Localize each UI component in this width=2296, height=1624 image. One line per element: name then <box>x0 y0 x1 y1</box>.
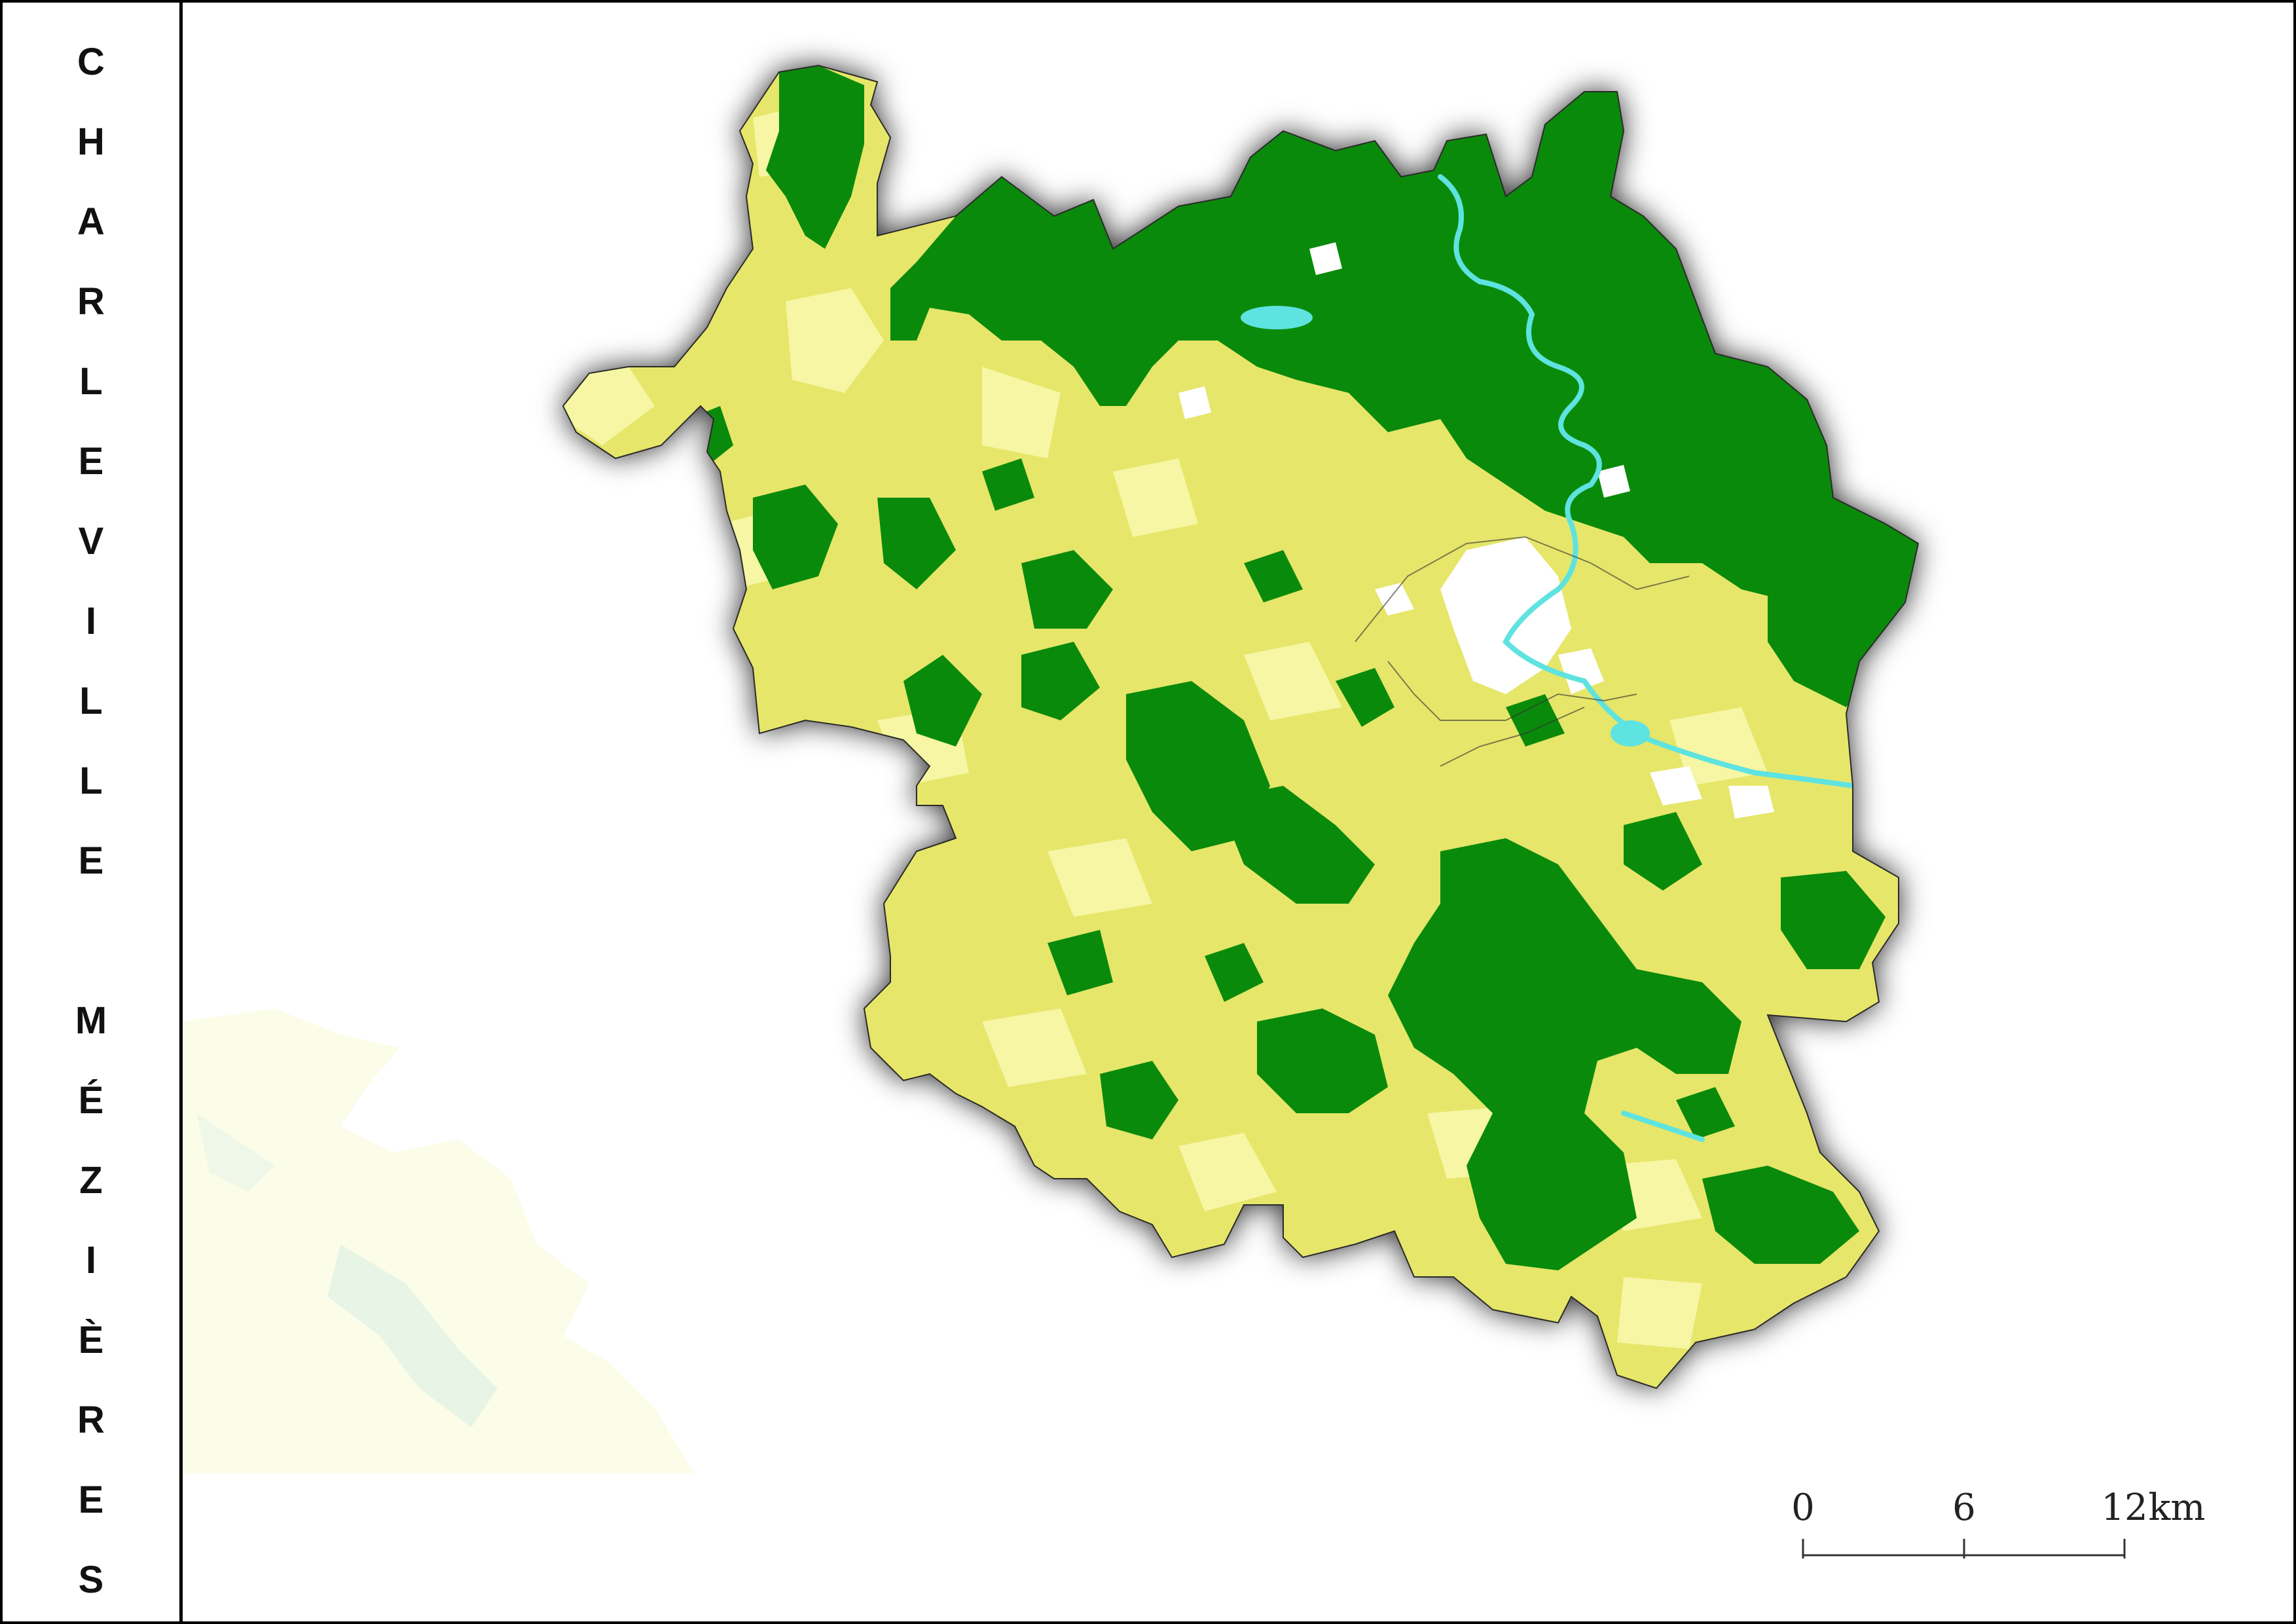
scale-tick-label-12: 12 <box>2101 1486 2148 1529</box>
scale-tick-label-0: 0 <box>1791 1486 1815 1529</box>
title-line1-letter: H <box>77 120 105 163</box>
title-line1-letter: I <box>85 600 97 642</box>
title-line2-letter: I <box>85 1239 97 1282</box>
adjacent-territory-faded <box>183 1008 694 1473</box>
lakes <box>1241 306 1650 747</box>
title-line1-letter: E <box>78 440 104 483</box>
title-line2-letter: Z <box>79 1159 103 1202</box>
title-line2-letter: E <box>78 1479 104 1521</box>
title-line1-letter: R <box>77 280 105 323</box>
urban-areas <box>1178 242 1774 819</box>
commune-boundaries <box>1355 536 1690 767</box>
title-line1-letter: L <box>79 360 103 403</box>
title-line1-letter: L <box>79 680 103 722</box>
land-cover-map <box>183 65 1919 1473</box>
scale-tick-label-6: 6 <box>1952 1486 1976 1529</box>
title-line1-letter: A <box>77 200 105 243</box>
title-line1-letter: L <box>79 760 103 802</box>
title-line2-letter: R <box>77 1399 105 1441</box>
title-line2-letter: S <box>78 1559 104 1601</box>
scale-unit-label: km <box>2148 1486 2206 1529</box>
scale-bar: 0 6 12 km <box>1791 1486 2206 1578</box>
scale-line <box>1802 1539 2126 1559</box>
title-line1-letter: E <box>78 840 104 882</box>
title-line2-letter: M <box>75 999 107 1042</box>
title-line2-letter: È <box>78 1319 104 1361</box>
water-bodies <box>1438 174 1855 1142</box>
title-line1-letter: V <box>78 520 104 563</box>
title-line2-letter: É <box>78 1079 104 1122</box>
title-line1-letter: C <box>77 41 105 83</box>
